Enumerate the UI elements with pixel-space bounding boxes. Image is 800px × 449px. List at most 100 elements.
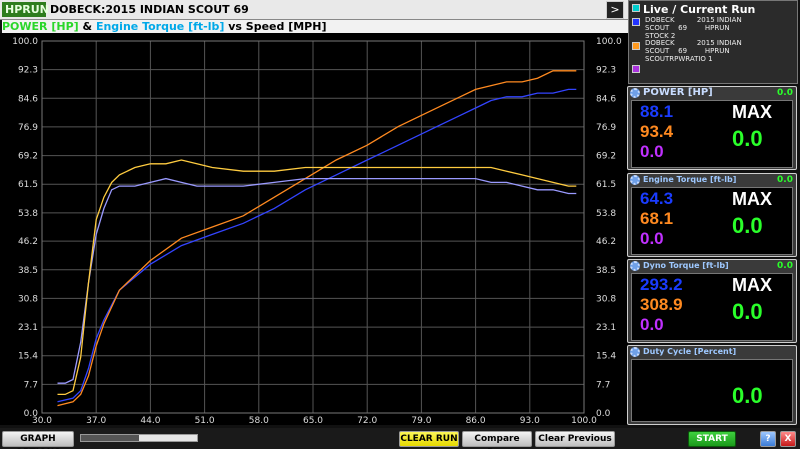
expand-button[interactable]: >: [606, 1, 624, 19]
engine-torque-blue-value: 64.3: [640, 189, 674, 208]
y-tick-label-right: 30.8: [596, 294, 616, 304]
duty-cycle-panel-title: Duty Cycle [Percent]: [643, 347, 737, 356]
power-purple-value: 0.0: [640, 142, 664, 161]
help-icon[interactable]: ?: [760, 431, 776, 447]
x-tick-label: 51.0: [195, 416, 215, 425]
legend-swatch-blue[interactable]: [632, 18, 640, 26]
y-tick-label-left: 100.0: [12, 37, 38, 47]
run-legend-panel: Live / Current Run DOBECK 2015 INDIAN SC…: [628, 0, 798, 84]
engine-torque-panel-title: Engine Torque [ft-lb]: [643, 175, 737, 184]
series-line-blue_torque: [57, 177, 577, 384]
x-tick-label: 37.0: [86, 416, 106, 425]
y-tick-label-left: 92.3: [18, 66, 38, 76]
dyno-torque-blue-value: 293.2: [640, 275, 683, 294]
engine-torque-orange-value: 68.1: [640, 209, 674, 228]
x-tick-label: 44.0: [140, 416, 160, 425]
duty-cycle-panel-header: Duty Cycle [Percent]: [628, 346, 796, 358]
y-tick-label-left: 30.8: [18, 294, 38, 304]
series-line-orange_torque: [57, 159, 577, 396]
y-tick-label-right: 69.2: [596, 152, 616, 162]
engine-torque-max-value: 0.0: [732, 213, 763, 238]
gear-icon[interactable]: [630, 88, 640, 98]
x-tick-label: 86.0: [466, 416, 486, 425]
y-tick-label-left: 53.8: [18, 209, 38, 219]
dyno-torque-panel-header: Dyno Torque [ft-lb] 0.0: [628, 260, 796, 272]
power-torque-chart: 30.0 37.0 44.0 51.0 58.0 65.0 72.0 79.0 86.0 93.0…: [12, 37, 622, 425]
x-tick-label: 79.0: [411, 416, 431, 425]
dyno-torque-orange-value: 308.9: [640, 295, 683, 314]
legend-swatch-live[interactable]: [632, 4, 640, 12]
legend-entry-blue: DOBECK 2015 INDIAN SCOUT 69 HPRUN STOCK …: [645, 16, 742, 40]
heading-torque: Engine Torque [ft-lb]: [95, 20, 225, 33]
zoom-slider[interactable]: [80, 434, 198, 442]
x-tick-label: 30.0: [32, 416, 52, 425]
gear-icon[interactable]: [630, 347, 640, 357]
gear-icon[interactable]: [630, 175, 640, 185]
power-panel: POWER [HP] 0.0 88.1 93.4 0.0 MAX 0.0: [627, 86, 797, 170]
power-max-label: MAX: [732, 102, 772, 122]
y-tick-label-right: 0.0: [596, 409, 611, 419]
engine-torque-max-label: MAX: [732, 189, 772, 209]
heading-power: POWER [HP]: [2, 20, 79, 33]
dyno-torque-max-label: MAX: [732, 275, 772, 295]
start-button[interactable]: START: [688, 431, 736, 447]
engine-torque-panel-body: 64.3 68.1 0.0 MAX 0.0: [631, 187, 793, 255]
run-title: DOBECK:2015 INDIAN SCOUT 69: [50, 3, 249, 16]
close-icon[interactable]: X: [780, 431, 796, 447]
dyno-torque-purple-value: 0.0: [640, 315, 664, 334]
y-tick-label-right: 53.8: [596, 209, 616, 219]
y-tick-label-right: 15.4: [596, 352, 616, 362]
run-mode-badge: HPRUN: [2, 2, 49, 17]
y-tick-label-right: 92.3: [596, 66, 616, 76]
power-corner-value: 0.0: [777, 88, 793, 98]
compare-run-button[interactable]: Compare Run: [462, 431, 532, 449]
y-tick-label-right: 76.9: [596, 123, 616, 133]
power-panel-title: POWER [HP]: [643, 87, 713, 98]
engine-torque-corner-value: 0.0: [777, 175, 793, 185]
bottom-toolbar: GRAPH OPTIONS CLEAR RUN Compare Run Clea…: [0, 428, 800, 449]
dyno-torque-panel-body: 293.2 308.9 0.0 MAX 0.0: [631, 273, 793, 341]
dyno-torque-max-value: 0.0: [732, 299, 763, 324]
heading-amp: &: [78, 20, 96, 33]
y-tick-label-right: 7.7: [596, 380, 610, 390]
duty-cycle-panel-body: 0.0: [631, 359, 793, 422]
x-tick-label: 93.0: [520, 416, 540, 425]
legend-swatch-purple[interactable]: [632, 65, 640, 73]
clear-previous-run-button[interactable]: Clear Previous Run: [535, 431, 615, 449]
gear-icon[interactable]: [630, 261, 640, 271]
y-tick-label-left: 84.6: [18, 94, 38, 104]
graph-area[interactable]: 30.0 37.0 44.0 51.0 58.0 65.0 72.0 79.0 86.0 93.0…: [0, 33, 628, 425]
legend-entry-orange: DOBECK 2015 INDIAN SCOUT 69 HPRUN SCOUTR…: [645, 39, 742, 63]
y-tick-label-right: 23.1: [596, 323, 616, 333]
y-tick-label-left: 38.5: [18, 266, 38, 276]
clear-run-button[interactable]: CLEAR RUN: [399, 431, 459, 447]
duty-cycle-value: 0.0: [732, 383, 763, 408]
legend-title: Live / Current Run: [643, 3, 756, 16]
y-tick-label-left: 0.0: [24, 409, 39, 419]
y-tick-label-left: 61.5: [18, 180, 38, 190]
title-bar: HPRUN DOBECK:2015 INDIAN SCOUT 69 >: [0, 0, 628, 20]
dyno-torque-panel: Dyno Torque [ft-lb] 0.0 293.2 308.9 0.0 …: [627, 259, 797, 343]
plot-frame: [41, 40, 585, 414]
y-tick-label-right: 84.6: [596, 94, 616, 104]
engine-torque-panel: Engine Torque [ft-lb] 0.0 64.3 68.1 0.0 …: [627, 173, 797, 257]
power-blue-value: 88.1: [640, 102, 674, 121]
y-tick-label-left: 23.1: [18, 323, 38, 333]
x-tick-label: 65.0: [303, 416, 323, 425]
y-tick-label-right: 61.5: [596, 180, 616, 190]
series-line-blue_power: [57, 88, 577, 403]
power-panel-body: 88.1 93.4 0.0 MAX 0.0: [631, 100, 793, 168]
legend-swatch-orange[interactable]: [632, 42, 640, 50]
series-line-orange_power: [57, 70, 577, 407]
graph-options-button[interactable]: GRAPH OPTIONS: [2, 431, 74, 449]
y-tick-label-left: 69.2: [18, 152, 38, 162]
dyno-torque-panel-title: Dyno Torque [ft-lb]: [643, 261, 729, 270]
power-panel-header: POWER [HP] 0.0: [628, 87, 796, 99]
heading-vs: vs Speed [MPH]: [224, 20, 327, 33]
power-orange-value: 93.4: [640, 122, 674, 141]
engine-torque-panel-header: Engine Torque [ft-lb] 0.0: [628, 174, 796, 186]
zoom-slider-fill: [81, 435, 139, 441]
y-tick-label-left: 7.7: [24, 380, 38, 390]
y-tick-label-left: 46.2: [18, 237, 38, 247]
